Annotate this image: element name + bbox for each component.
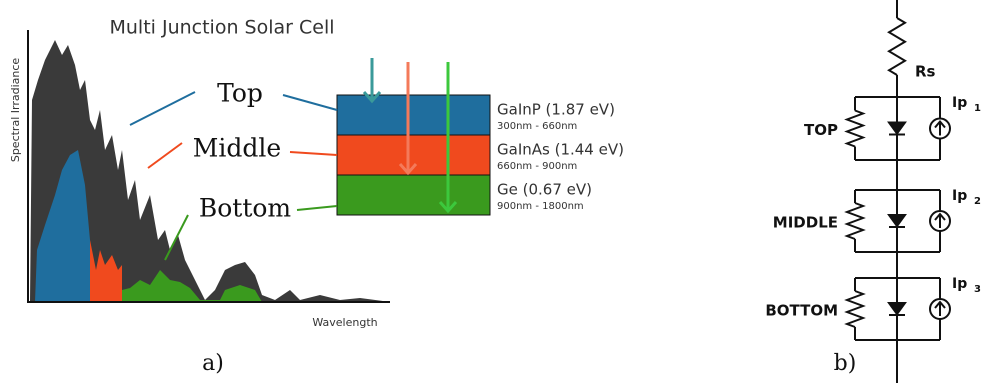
panel-a: Multi Junction Solar Cell Spectral Irrad… [9, 17, 624, 377]
resistor [887, 17, 907, 76]
diode [887, 302, 907, 316]
range: 660nm - 900nm [497, 161, 577, 172]
y-axis-label: Spectral Irradiance [9, 58, 22, 163]
source-arrow [934, 212, 946, 228]
panel-b [844, 0, 951, 383]
loop [854, 96, 941, 161]
source-subscript: 3 [974, 284, 981, 295]
source-label: Ip [952, 276, 967, 292]
junction-label: BOTTOM [765, 302, 838, 320]
loop [854, 189, 941, 253]
diode [887, 121, 907, 136]
photon-arrows [362, 58, 458, 214]
diode [887, 214, 907, 228]
caption: a) [202, 351, 224, 376]
range: 900nm - 1800nm [497, 201, 584, 212]
current-source [929, 210, 951, 232]
source-subscript: 2 [974, 196, 981, 207]
title: Multi Junction Solar Cell [109, 17, 334, 39]
range: 300nm - 660nm [497, 121, 577, 132]
junction-label: TOP [804, 121, 838, 139]
source-arrow [934, 119, 946, 136]
source-subscript: 1 [974, 103, 981, 114]
top-band [35, 150, 90, 302]
middle-band [90, 240, 122, 302]
x-axis-label: Wavelength [312, 316, 377, 329]
source-arrow [934, 300, 946, 316]
bottom-band [122, 270, 262, 302]
resistor [844, 290, 866, 328]
leader-lines [129, 91, 338, 261]
source-label: Ip [952, 95, 967, 111]
bottom-layer [336, 174, 491, 216]
layer-label: Bottom [199, 194, 292, 223]
spectrum [30, 40, 390, 302]
layer-label: Middle [193, 134, 281, 163]
current-source [929, 298, 951, 320]
material: GaInAs (1.44 eV) [497, 141, 624, 159]
resistor [844, 109, 866, 148]
material: GaInP (1.87 eV) [497, 101, 615, 119]
junction-label: MIDDLE [773, 214, 838, 232]
top-layer [336, 94, 491, 136]
current-source [929, 117, 951, 140]
source-label: Ip [952, 188, 967, 204]
loop [854, 277, 941, 341]
caption: b) [834, 351, 857, 376]
resistor [844, 202, 866, 240]
layer-label: Top [217, 79, 263, 108]
rs-label: Rs [915, 63, 936, 81]
material: Ge (0.67 eV) [497, 181, 592, 199]
